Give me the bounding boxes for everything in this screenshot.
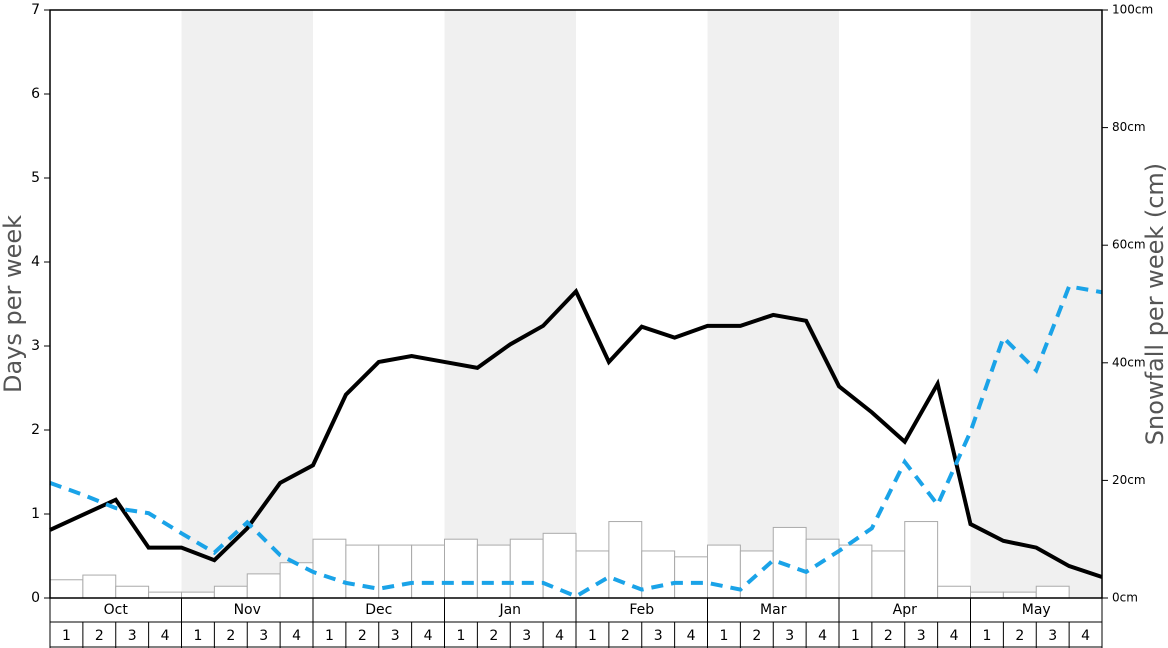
x-tick-label: 3 — [654, 628, 663, 644]
y-axis-label: Days per week — [0, 215, 27, 393]
month-band — [707, 10, 839, 598]
bar — [838, 544, 873, 599]
y2-tick-label: 60cm — [1112, 238, 1146, 252]
x-tick-label: 1 — [851, 628, 860, 644]
x-tick-label: 2 — [489, 628, 498, 644]
bar — [772, 526, 807, 599]
y2-axis-label: Snowfall per week (cm) — [1141, 163, 1168, 445]
month-bands — [181, 10, 1102, 598]
y-tick-label: 4 — [31, 254, 40, 270]
x-tick-label: 4 — [555, 628, 564, 644]
x-tick-label: 1 — [193, 628, 202, 644]
x-tick-label: 1 — [62, 628, 71, 644]
month-label: Feb — [629, 602, 654, 618]
bar — [345, 544, 380, 599]
bar — [378, 544, 413, 599]
bar — [411, 544, 445, 599]
x-tick-label: 4 — [950, 628, 959, 644]
x-tick-label: 1 — [982, 628, 991, 644]
x-tick-label: 3 — [917, 628, 926, 644]
month-label: Dec — [365, 602, 392, 618]
bar — [674, 556, 708, 599]
bar — [1035, 585, 1070, 599]
x-tick-label: 3 — [522, 628, 531, 644]
y-tick-label: 0 — [31, 590, 40, 606]
y2-tick-label: 80cm — [1112, 120, 1146, 134]
month-label: Nov — [234, 602, 261, 618]
x-tick-label: 4 — [424, 628, 433, 644]
x-tick-label: 2 — [226, 628, 235, 644]
bar — [115, 585, 150, 599]
x-tick-label: 4 — [818, 628, 827, 644]
x-tick-label: 3 — [1048, 628, 1057, 644]
x-tick-label: 1 — [456, 628, 465, 644]
x-tick-label: 4 — [1081, 628, 1090, 644]
y2-tick-label: 100cm — [1112, 3, 1153, 17]
bar — [739, 550, 774, 599]
x-tick-label: 2 — [95, 628, 104, 644]
y-tick-label: 1 — [31, 506, 40, 522]
month-label: Oct — [104, 602, 129, 618]
month-label: Jan — [498, 602, 521, 618]
x-tick-label: 1 — [719, 628, 728, 644]
month-band — [181, 10, 313, 598]
plot-frame — [49, 9, 1103, 599]
x-tick-label: 2 — [1015, 628, 1024, 644]
x-tick-label: 2 — [752, 628, 761, 644]
bar — [476, 544, 511, 599]
month-label: May — [1022, 602, 1051, 618]
bar — [970, 591, 1004, 599]
line-series — [49, 287, 1103, 579]
x-tick-label: 1 — [588, 628, 597, 644]
x-tick-label: 3 — [785, 628, 794, 644]
bar — [641, 550, 676, 599]
bar — [871, 550, 906, 599]
bar — [937, 585, 971, 599]
month-label: Apr — [893, 602, 917, 618]
bar — [312, 538, 347, 599]
x-tick-label: 2 — [621, 628, 630, 644]
x-tick-label: 3 — [259, 628, 268, 644]
y2-tick-label: 20cm — [1112, 473, 1146, 487]
y-tick-label: 3 — [31, 338, 40, 354]
y2-tick-label: 0cm — [1112, 591, 1138, 605]
x-tick-label: 4 — [292, 628, 301, 644]
bar — [542, 532, 577, 599]
bar — [49, 579, 84, 599]
bar — [1002, 591, 1037, 599]
x-tick-label: 4 — [687, 628, 696, 644]
y-tick-label: 6 — [31, 86, 40, 102]
y2-tick-label: 40cm — [1112, 355, 1146, 369]
bar — [148, 591, 182, 599]
bar — [904, 521, 939, 599]
month-band — [970, 10, 1102, 598]
bar — [575, 550, 610, 599]
bar — [246, 573, 281, 599]
y-tick-label: 2 — [31, 422, 40, 438]
x-tick-label: 1 — [325, 628, 334, 644]
month-label: Mar — [760, 602, 787, 618]
bar — [444, 538, 478, 599]
x-tick-label: 3 — [128, 628, 137, 644]
bar — [279, 562, 314, 599]
y-tick-label: 5 — [31, 170, 40, 186]
bar — [509, 538, 544, 599]
y-tick-label: 7 — [31, 2, 40, 18]
x-tick-label: 2 — [884, 628, 893, 644]
bar — [213, 585, 248, 599]
x-tick-label: 4 — [161, 628, 170, 644]
bar — [181, 591, 215, 599]
bar — [82, 574, 117, 599]
x-tick-label: 3 — [391, 628, 400, 644]
month-band — [444, 10, 576, 598]
bar — [805, 538, 840, 599]
x-tick-label: 2 — [358, 628, 367, 644]
